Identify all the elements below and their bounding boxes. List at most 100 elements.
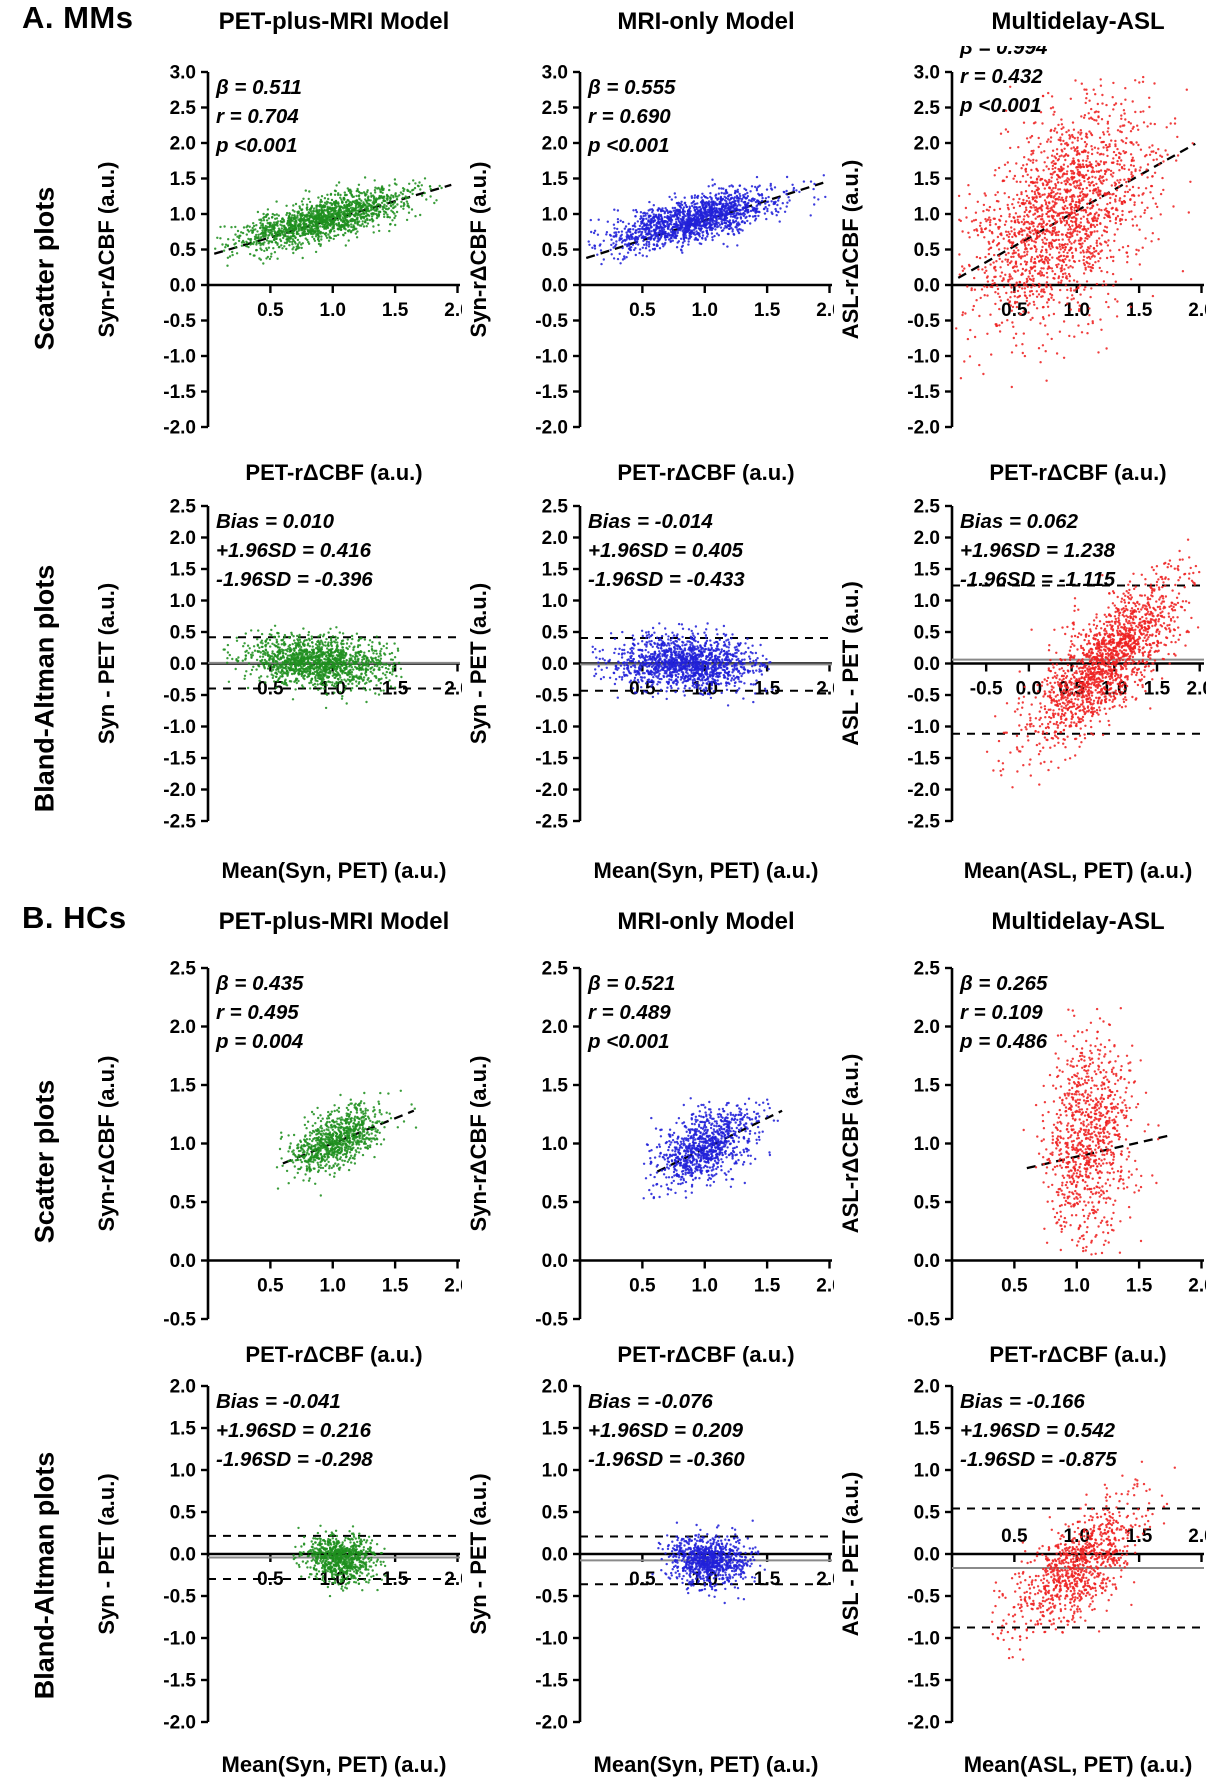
axes: 2.52.01.51.00.50.0-0.50.51.01.52.0 — [535, 959, 834, 1331]
axis-titles: Mean(Syn, PET) (a.u.)Syn - PET (a.u.) — [466, 583, 818, 883]
axis-titles: Mean(ASL, PET) (a.u.)ASL - PET (a.u.) — [838, 1472, 1192, 1777]
svg-text:PET-rΔCBF (a.u.): PET-rΔCBF (a.u.) — [617, 460, 794, 485]
svg-text:1.5: 1.5 — [1126, 300, 1153, 321]
axes: 3.0 2.5 2.0 1.5 1.0 0.5 0.0 -0.5 -1.0 -1.5 -2.0 0.5… — [907, 63, 1206, 439]
axis-titles: PET-rΔCBF (a.u.)Syn-rΔCBF (a.u.) — [466, 1056, 795, 1367]
svg-text:Syn-rΔCBF (a.u.): Syn-rΔCBF (a.u.) — [94, 162, 119, 338]
data-points — [651, 1519, 766, 1605]
svg-text:0.5: 0.5 — [629, 300, 656, 321]
section-b-bland-altman-row: Bland-Altman plots 2.0 1.5 1.0 0.5 0.0 -0.5 -1… — [0, 1370, 1207, 1780]
svg-text:0.5: 0.5 — [170, 240, 197, 261]
svg-text:0.5: 0.5 — [257, 300, 284, 321]
svg-text:-1.0: -1.0 — [163, 347, 196, 368]
svg-text:0.0: 0.0 — [914, 276, 940, 297]
data-points — [275, 1089, 418, 1197]
axis-titles: Mean(Syn, PET) (a.u.)Syn - PET (a.u.) — [94, 1473, 446, 1777]
data-points — [587, 174, 827, 266]
axis-titles: Mean(Syn, PET) (a.u.)Syn - PET (a.u.) — [94, 583, 446, 883]
svg-text:-1.5: -1.5 — [535, 382, 568, 403]
column-title-pet-plus-mri-a: PET-plus-MRI Model — [218, 8, 450, 35]
stats-annotation: Bias = 0.010+1.96SD = 0.416-1.96SD = -0.… — [216, 510, 373, 591]
data-points — [222, 624, 403, 710]
svg-text:0.5: 0.5 — [1001, 300, 1028, 321]
svg-text:PET-rΔCBF (a.u.): PET-rΔCBF (a.u.) — [989, 460, 1166, 485]
stats-annotation: β = 0.511 r = 0.704 p <0.001 — [215, 76, 302, 157]
svg-text:ASL-rΔCBF (a.u.): ASL-rΔCBF (a.u.) — [838, 160, 863, 340]
svg-text:0.5: 0.5 — [542, 240, 569, 261]
svg-text:1.5: 1.5 — [170, 169, 197, 190]
scatter-plot-mri-only-hcs: 2.52.01.51.00.50.0-0.50.51.01.52.0PET-rΔ… — [466, 959, 834, 1368]
axis-titles: PET-rΔCBF (a.u.) Syn-rΔCBF (a.u.) — [94, 162, 423, 485]
bland-altman-plot-multidelay-asl-hcs: 2.01.51.00.50.0-0.5-1.0-1.5-2.00.5 1.0 1.5… — [838, 1377, 1206, 1778]
svg-text:-0.5: -0.5 — [163, 311, 196, 332]
bland-altman-plot-mri-only-hcs: 2.01.51.00.50.0-0.5-1.0-1.5-2.00.5 1.0 1.5… — [466, 1377, 834, 1778]
axis-titles: PET-rΔCBF (a.u.) ASL-rΔCBF (a.u.) — [838, 160, 1167, 485]
column-title-multidelay-asl-a: Multidelay-ASL — [991, 8, 1165, 35]
scatter-plot-pet-plus-mri-mms: 3.0 2.5 2.0 1.5 1.0 0.5 0.0 -0.5 -1.0 -1.5 -2.0 0.5… — [94, 63, 462, 486]
stats-annotation: Bias = -0.076+1.96SD = 0.209-1.96SD = -0… — [588, 1390, 745, 1471]
svg-text:r = 0.690: r = 0.690 — [588, 105, 671, 128]
svg-text:Syn-rΔCBF (a.u.): Syn-rΔCBF (a.u.) — [466, 162, 491, 338]
section-a: A. MMs PET-plus-MRI Model MRI-only Model… — [0, 0, 1207, 886]
section-a-title: A. MMs — [22, 0, 134, 35]
axes: 3.0 2.5 2.0 1.5 1.0 0.5 0.0 -0.5 -1.0 -1.5 -2.0 0.5… — [535, 63, 834, 439]
svg-text:2.5: 2.5 — [170, 98, 197, 119]
bland-altman-plot-mri-only-mms: 2.52.01.51.00.50.0-0.5-1.0-1.5-2.0-2.50.… — [466, 497, 834, 884]
row-label-scatter-plots-b: Scatter plots — [29, 1079, 60, 1243]
data-points — [591, 622, 774, 707]
agreement-lines — [580, 1535, 832, 1586]
svg-text:-2.0: -2.0 — [907, 418, 940, 439]
svg-text:-1.5: -1.5 — [163, 382, 196, 403]
svg-text:r = 0.704: r = 0.704 — [216, 105, 299, 128]
row-label-bland-altman-plots-b: Bland-Altman plots — [29, 1451, 60, 1699]
svg-text:3.0: 3.0 — [914, 63, 940, 84]
svg-text:1.5: 1.5 — [914, 169, 941, 190]
regression-line — [213, 183, 452, 255]
axes: 2.52.01.51.00.50.0-0.50.51.01.52.0 — [163, 959, 462, 1331]
svg-text:-1.5: -1.5 — [907, 382, 940, 403]
axis-titles: Mean(ASL, PET) (a.u.)ASL - PET (a.u.) — [838, 581, 1192, 883]
svg-text:2.5: 2.5 — [914, 98, 941, 119]
axis-titles: PET-rΔCBF (a.u.) Syn-rΔCBF (a.u.) — [466, 162, 795, 485]
svg-text:2.0: 2.0 — [542, 134, 568, 155]
svg-text:2.0: 2.0 — [444, 300, 462, 321]
svg-text:-2.0: -2.0 — [163, 418, 196, 439]
section-a-header: A. MMs PET-plus-MRI Model MRI-only Model… — [0, 0, 1207, 46]
section-b-header: B. HCs PET-plus-MRI Model MRI-only Model… — [0, 900, 1207, 952]
section-b: B. HCs PET-plus-MRI Model MRI-only Model… — [0, 900, 1207, 1780]
svg-text:1.0: 1.0 — [320, 300, 346, 321]
svg-text:1.0: 1.0 — [1064, 300, 1090, 321]
svg-text:-1.0: -1.0 — [535, 347, 568, 368]
scatter-plot-pet-plus-mri-hcs: 2.52.01.51.00.50.0-0.50.51.01.52.0PET-rΔ… — [94, 959, 462, 1368]
svg-text:0.0: 0.0 — [542, 276, 568, 297]
svg-text:p <0.001: p <0.001 — [215, 134, 298, 157]
column-title-multidelay-asl-b: Multidelay-ASL — [991, 908, 1165, 935]
svg-text:β = 0.511: β = 0.511 — [215, 76, 302, 99]
svg-text:-0.5: -0.5 — [535, 311, 568, 332]
stats-annotation: Bias = -0.041+1.96SD = 0.216-1.96SD = -0… — [216, 1390, 373, 1471]
svg-text:3.0: 3.0 — [170, 63, 196, 84]
data-points — [1022, 1007, 1160, 1256]
scatter-plot-multidelay-asl-mms: 3.0 2.5 2.0 1.5 1.0 0.5 0.0 -0.5 -1.0 -1.5 -2.0 0.5… — [838, 46, 1206, 485]
section-a-bland-altman-row: Bland-Altman plots 2.5 2.0 1.5 1.0 0.5 0.0 -0.… — [0, 490, 1207, 886]
column-title-pet-plus-mri-b: PET-plus-MRI Model — [218, 908, 450, 935]
svg-text:-1.0: -1.0 — [907, 347, 940, 368]
regression-line — [656, 1109, 783, 1173]
svg-text:PET-rΔCBF (a.u.): PET-rΔCBF (a.u.) — [245, 460, 422, 485]
svg-text:2.0: 2.0 — [914, 134, 940, 155]
svg-text:1.5: 1.5 — [754, 300, 781, 321]
axis-titles: PET-rΔCBF (a.u.)Syn-rΔCBF (a.u.) — [94, 1056, 423, 1367]
svg-text:1.0: 1.0 — [914, 205, 940, 226]
stats-annotation: Bias = 0.062+1.96SD = 1.238-1.96SD = -1.… — [960, 510, 1116, 591]
svg-text:2.0: 2.0 — [170, 134, 196, 155]
stats-annotation: Bias = -0.166+1.96SD = 0.542-1.96SD = -0… — [960, 1390, 1117, 1471]
svg-text:1.5: 1.5 — [542, 169, 569, 190]
stats-annotation: β = 0.555 r = 0.690 p <0.001 — [587, 76, 676, 157]
svg-text:0.0: 0.0 — [170, 276, 196, 297]
data-points — [292, 1524, 387, 1598]
stats-annotation: Bias = -0.014+1.96SD = 0.405-1.96SD = -0… — [588, 510, 745, 591]
